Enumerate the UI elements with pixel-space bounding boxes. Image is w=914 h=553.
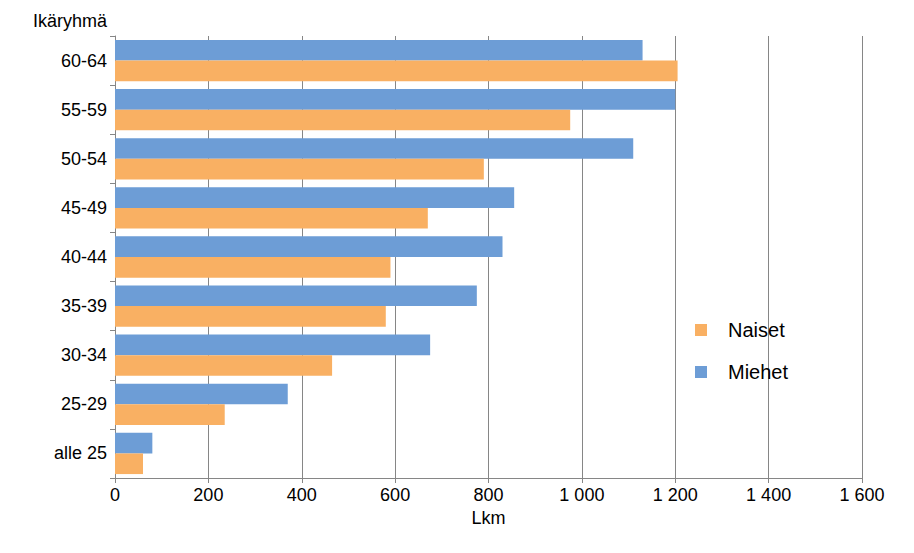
svg-text:1 200: 1 200	[653, 485, 698, 505]
svg-text:800: 800	[473, 485, 503, 505]
svg-text:600: 600	[380, 485, 410, 505]
svg-text:Naiset: Naiset	[728, 319, 785, 341]
svg-text:30-34: 30-34	[61, 345, 107, 365]
svg-text:60-64: 60-64	[61, 51, 107, 71]
svg-text:Ikäryhmä: Ikäryhmä	[33, 11, 108, 31]
svg-text:35-39: 35-39	[61, 296, 107, 316]
svg-text:Lkm: Lkm	[471, 508, 505, 528]
svg-text:1 000: 1 000	[559, 485, 604, 505]
svg-text:25-29: 25-29	[61, 394, 107, 414]
svg-text:400: 400	[287, 485, 317, 505]
svg-text:alle 25: alle 25	[54, 443, 107, 463]
svg-text:45-49: 45-49	[61, 198, 107, 218]
svg-text:40-44: 40-44	[61, 247, 107, 267]
svg-text:Miehet: Miehet	[728, 361, 788, 383]
svg-text:1 400: 1 400	[746, 485, 791, 505]
svg-text:0: 0	[110, 485, 120, 505]
svg-text:1 600: 1 600	[839, 485, 884, 505]
svg-text:55-59: 55-59	[61, 100, 107, 120]
svg-text:200: 200	[193, 485, 223, 505]
svg-text:50-54: 50-54	[61, 149, 107, 169]
